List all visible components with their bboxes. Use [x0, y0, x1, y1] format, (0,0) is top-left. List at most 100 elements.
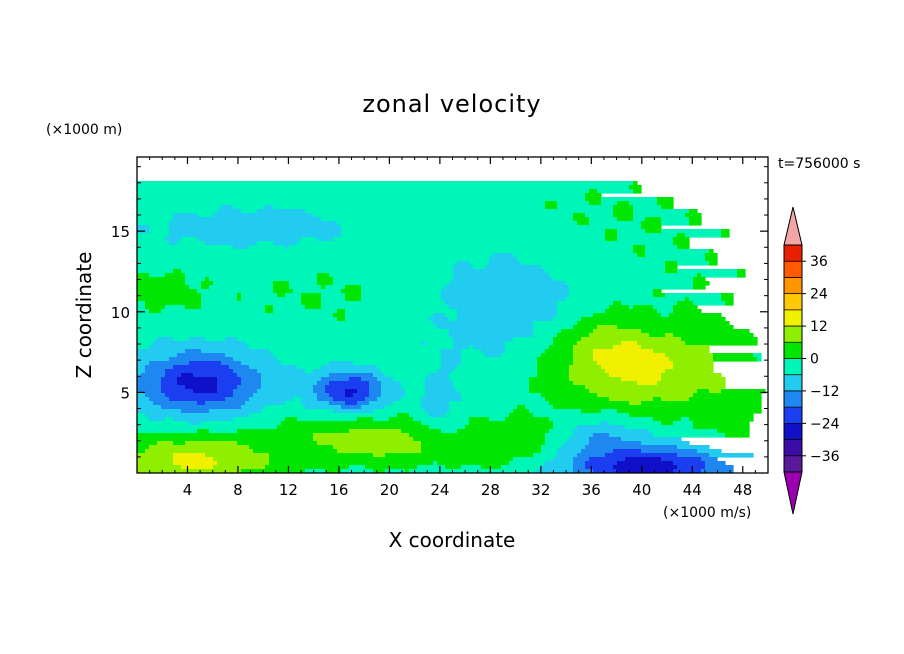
contour-cell: [329, 273, 454, 278]
contour-cell: [237, 337, 454, 342]
contour-cell: [137, 345, 150, 350]
contour-cell: [141, 373, 166, 378]
contour-cell: [345, 389, 358, 394]
contour-cell: [137, 237, 166, 242]
contour-cell: [513, 253, 638, 258]
contour-cell: [449, 281, 566, 286]
contour-cell: [201, 349, 270, 354]
contour-cell: [693, 281, 710, 286]
contour-cell: [293, 397, 302, 402]
contour-cell: [317, 393, 330, 398]
contour-cell: [249, 397, 294, 402]
contour-cell: [137, 301, 146, 306]
contour-cell: [201, 305, 266, 310]
contour-cell: [137, 369, 146, 374]
contour-cell: [693, 425, 750, 430]
contour-cell: [677, 453, 710, 458]
contour-cell: [241, 209, 258, 214]
contour-cell: [697, 273, 702, 278]
contour-cell: [657, 201, 674, 206]
contour-cell: [481, 465, 502, 470]
contour-cell: [249, 345, 454, 350]
contour-cell: [341, 229, 606, 234]
contour-cell: [169, 397, 226, 402]
contour-cell: [569, 377, 622, 382]
contour-cell: [345, 297, 362, 302]
contour-cell: [469, 261, 490, 266]
contour-cell: [369, 381, 382, 386]
contour-cell: [313, 385, 326, 390]
contour-cell: [473, 265, 486, 270]
contour-cell: [137, 213, 174, 218]
contour-cell: [401, 429, 442, 434]
contour-cell: [673, 305, 698, 310]
contour-cell: [233, 389, 258, 394]
contour-cell: [409, 469, 538, 473]
contour-cell: [717, 429, 750, 434]
contour-cell: [637, 381, 658, 386]
contour-cell: [405, 393, 426, 398]
contour-cell: [185, 277, 206, 282]
contour-cell: [573, 361, 598, 366]
contour-cell: [177, 381, 218, 386]
contour-cell: [169, 241, 178, 246]
contour-cell: [641, 329, 750, 334]
contour-cell: [585, 385, 726, 390]
contour-cell: [173, 441, 186, 446]
contour-cell: [661, 373, 722, 378]
contour-cell: [653, 305, 674, 310]
contour-cell: [605, 453, 678, 458]
contour-cell: [601, 197, 658, 202]
contour-cell: [233, 357, 278, 362]
contour-cell: [593, 433, 610, 438]
contour-cell: [209, 285, 274, 290]
contour-cell: [137, 233, 170, 238]
contour-cell: [137, 293, 202, 298]
contour-cell: [241, 361, 282, 366]
contour-cell: [421, 445, 542, 450]
contour-cell: [553, 337, 582, 342]
contour-cell: [337, 317, 346, 322]
contour-cell: [501, 465, 542, 470]
contour-cell: [317, 397, 334, 402]
contour-cell: [397, 413, 410, 418]
contour-cell: [201, 281, 214, 286]
contour-cell: [617, 233, 678, 238]
x-tick-label: 24: [430, 481, 449, 499]
contour-cell: [677, 261, 710, 266]
contour-cell: [345, 401, 358, 406]
contour-cell: [137, 265, 454, 270]
contour-cell: [137, 413, 146, 418]
contour-cell: [685, 213, 702, 218]
contour-cell: [665, 261, 678, 266]
contour-cell: [541, 445, 562, 450]
contour-cell: [533, 325, 574, 330]
contour-cell: [661, 313, 670, 318]
contour-cell: [305, 469, 326, 473]
contour-cell: [613, 449, 642, 454]
contour-cell: [269, 461, 434, 466]
contour-cell: [633, 189, 642, 194]
contour-cell: [721, 293, 734, 298]
contour-cell: [681, 337, 758, 342]
contour-cell: [373, 469, 386, 473]
contour-cell: [705, 465, 734, 470]
contour-cell: [641, 441, 690, 446]
contour-cell: [545, 441, 566, 446]
contour-cell: [461, 397, 546, 402]
contour-cell: [537, 373, 570, 378]
contour-cell: [625, 425, 694, 430]
contour-cell: [649, 429, 718, 434]
contour-cell: [181, 373, 194, 378]
contour-cell: [381, 385, 402, 390]
contour-cell: [157, 337, 174, 342]
y-tick-label: 5: [120, 384, 130, 402]
contour-cell: [693, 421, 750, 426]
contour-cell: [557, 313, 594, 318]
contour-cell: [345, 317, 430, 322]
contour-cell: [257, 389, 314, 394]
contour-cell: [245, 341, 422, 346]
contour-cell: [145, 365, 174, 370]
contour-cell: [653, 417, 682, 422]
contour-cell: [557, 201, 590, 206]
